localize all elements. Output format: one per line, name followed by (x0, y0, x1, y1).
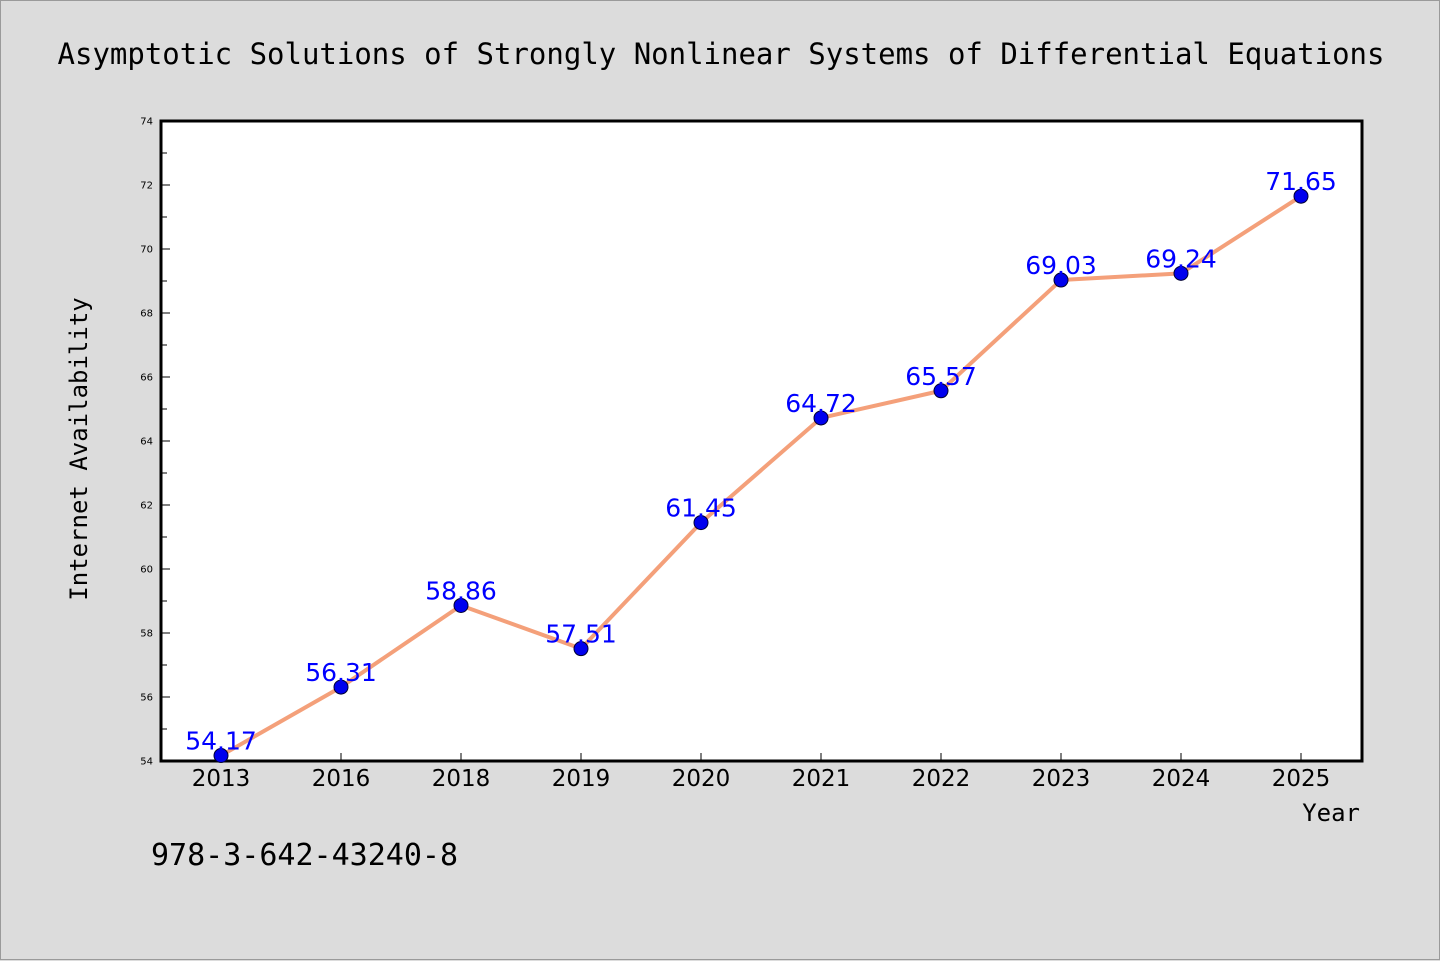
data-label: 56.31 (305, 658, 377, 687)
data-labels: 54.17 56.31 58.86 57.51 61.45 64.72 65.57 69.03… (185, 167, 1337, 755)
data-point (453, 597, 469, 613)
x-axis: 2013 2016 2018 2019 2020 2021 2022 2023 2024 2025 (192, 753, 1331, 792)
data-label: 58.86 (425, 576, 497, 605)
y-axis-title: Internet Availability (65, 297, 93, 600)
y-tick-label: 64 (140, 437, 153, 448)
y-tick-label: 70 (140, 245, 153, 256)
y-tick-label: 56 (140, 693, 153, 704)
y-tick-label: 58 (140, 629, 153, 640)
data-point (1053, 272, 1069, 288)
x-tick-label: 2020 (672, 766, 731, 792)
data-markers (213, 188, 1309, 764)
x-tick-label: 2024 (1152, 766, 1211, 792)
x-tick-label: 2022 (912, 766, 971, 792)
y-tick-label: 54 (140, 757, 153, 768)
x-tick-label: 2016 (312, 766, 371, 792)
series-line (220, 194, 1303, 758)
data-point (693, 515, 709, 531)
data-label: 54.17 (185, 727, 257, 756)
y-tick-label: 62 (140, 501, 153, 512)
data-label: 57.51 (545, 620, 617, 649)
data-point (213, 748, 229, 764)
data-point (933, 383, 949, 399)
x-tick-label: 2018 (432, 766, 491, 792)
plot-area (159, 119, 1364, 763)
data-point (1173, 265, 1189, 281)
y-tick-label: 68 (140, 309, 153, 320)
y-tick-label: 72 (140, 181, 153, 192)
data-point (333, 679, 349, 695)
data-point (573, 641, 589, 657)
x-tick-label: 2025 (1272, 766, 1331, 792)
data-label: 71.65 (1265, 167, 1337, 196)
x-tick-label: 2019 (552, 766, 611, 792)
data-label: 69.03 (1025, 251, 1097, 280)
x-tick-label: 2013 (192, 766, 251, 792)
x-axis-title: Year (1302, 799, 1360, 827)
chart-title: Asymptotic Solutions of Strongly Nonline… (58, 37, 1385, 71)
data-label: 69.24 (1145, 244, 1217, 273)
y-tick-label: 66 (140, 373, 153, 384)
data-label: 64.72 (785, 389, 857, 418)
x-tick-label: 2023 (1032, 766, 1091, 792)
data-point (1293, 188, 1309, 204)
y-tick-label: 60 (140, 565, 153, 576)
y-tick-label: 74 (140, 117, 153, 128)
isbn-annotation: 978-3-642-43240-8 (151, 838, 458, 873)
y-axis: 54 56 58 60 62 64 66 68 70 72 74 (140, 117, 170, 768)
x-tick-label: 2021 (792, 766, 851, 792)
data-label: 65.57 (905, 362, 977, 391)
data-label: 61.45 (665, 494, 737, 523)
data-point (813, 410, 829, 426)
